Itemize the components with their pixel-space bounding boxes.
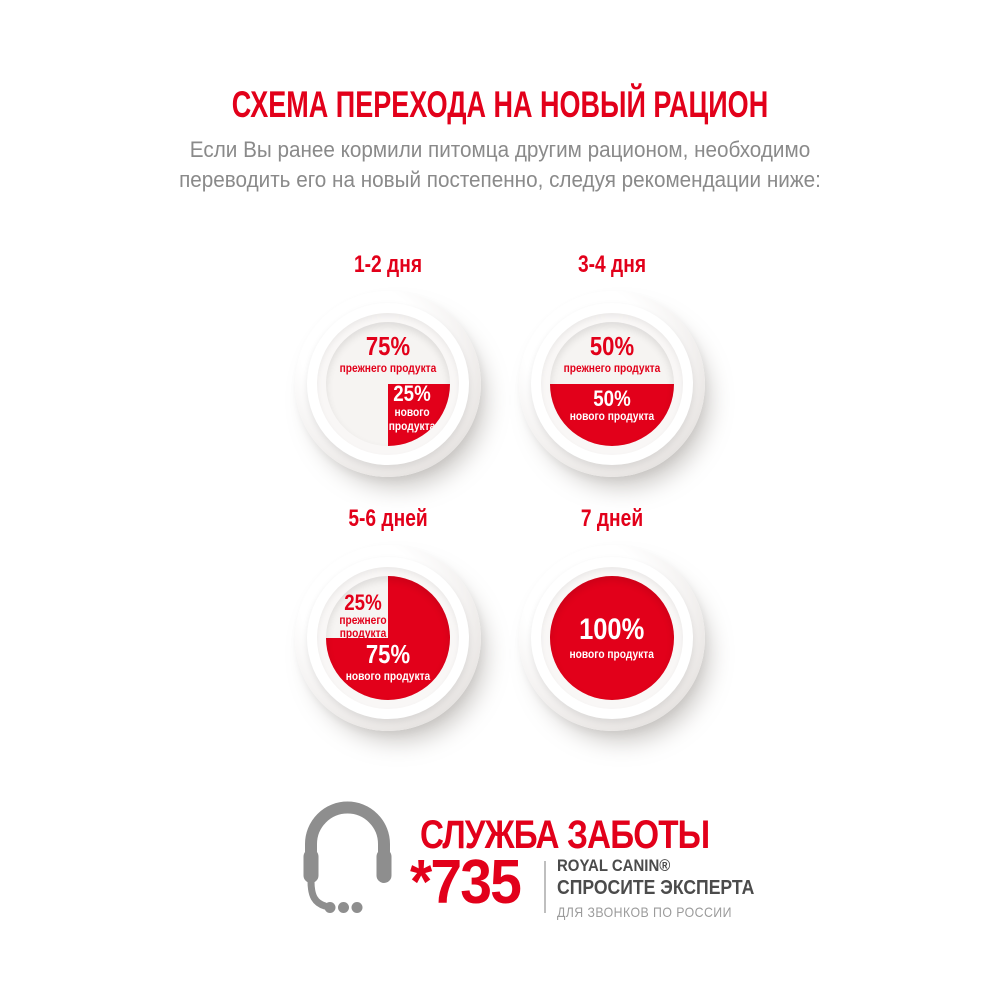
bowl-3-label: 5-6 дней <box>348 505 428 532</box>
bowl-1-rim: 75% прежнего продукта 25% нового продукт… <box>307 303 469 465</box>
bowl-1-new-label-1: нового <box>394 404 430 419</box>
bowl-2-old-share: 50% прежнего продукта <box>559 333 664 376</box>
brand-note: ДЛЯ ЗВОНКОВ ПО РОССИИ <box>557 904 732 921</box>
bowl-1-old-pct: 75% <box>365 331 411 361</box>
brand-block: ROYAL CANIN® СПРОСИТЕ ЭКСПЕРТА ДЛЯ ЗВОНК… <box>557 856 754 921</box>
bowl-2: 50% прежнего продукта 50% нового продукт… <box>519 291 705 477</box>
phone-number: *735 <box>410 848 522 917</box>
bowl-3-old-label-2: продукта <box>339 626 387 640</box>
bowl-4-groove: 100% нового продукта <box>541 567 683 709</box>
bowl-2-label: 3-4 дня <box>577 251 647 278</box>
bowl-3-new-pct: 75% <box>365 639 411 669</box>
bowl-2-new-share: 50% нового продукта <box>559 384 664 423</box>
bowl-3-new-share: 75% нового продукта <box>335 638 440 684</box>
bowl-2-new-pct: 50% <box>593 386 631 411</box>
bowl-4-new-label: нового продукта <box>569 646 655 661</box>
care-service-title: СЛУЖБА ЗАБОТЫ <box>420 813 710 857</box>
bowl-2-groove: 50% прежнего продукта 50% нового продукт… <box>541 313 683 455</box>
bowl-4-label: 7 дней <box>580 505 644 532</box>
bowl-4-pie-chart: 100% нового продукта <box>550 576 674 700</box>
footer-divider <box>544 861 546 913</box>
bowl-3-old-label-1: прежнего <box>339 612 387 627</box>
bowl-3: 25% прежнего продукта 75% нового продукт… <box>295 545 481 731</box>
bowl-3-new-label: нового продукта <box>345 669 431 683</box>
brand-name: ROYAL CANIN® <box>557 856 671 875</box>
bowl-1: 75% прежнего продукта 25% нового продукт… <box>295 291 481 477</box>
bowl-3-pie-chart: 25% прежнего продукта 75% нового продукт… <box>326 576 450 700</box>
bowl-1-old-share: 75% прежнего продукта <box>335 333 440 376</box>
bowl-2-pie-chart: 50% прежнего продукта 50% нового продукт… <box>550 322 674 446</box>
bowl-2-rim: 50% прежнего продукта 50% нового продукт… <box>531 303 693 465</box>
headset-icon <box>303 801 392 913</box>
bowl-4-rim: 100% нового продукта <box>531 557 693 719</box>
bowl-2-old-label: прежнего продукта <box>563 361 661 375</box>
bowl-4-new-pct: 100% <box>579 612 645 646</box>
bowl-1-groove: 75% прежнего продукта 25% нового продукт… <box>317 313 459 455</box>
subtitle-line-2: переводить его на новый постепенно, след… <box>179 167 821 192</box>
bowl-1-new-share: 25% нового продукта <box>386 377 439 439</box>
bowl-1-label: 1-2 дня <box>353 251 423 278</box>
bowl-3-old-pct: 25% <box>344 589 382 615</box>
bowl-2-new-label: нового продукта <box>569 409 655 423</box>
bowl-4-new-share: 100% нового продукта <box>569 612 655 662</box>
bowl-3-groove: 25% прежнего продукта 75% нового продукт… <box>317 567 459 709</box>
page-subtitle: Если Вы ранее кормили питомца другим рац… <box>30 135 970 195</box>
bowl-4: 100% нового продукта <box>519 545 705 731</box>
page-title: СХЕМА ПЕРЕХОДА НА НОВЫЙ РАЦИОН <box>231 84 769 125</box>
bowl-1-old-label: прежнего продукта <box>339 361 437 375</box>
bowl-3-rim: 25% прежнего продукта 75% нового продукт… <box>307 557 469 719</box>
bowl-1-new-label-2: продукта <box>388 419 436 433</box>
bowl-1-pie-chart: 75% прежнего продукта 25% нового продукт… <box>326 322 450 446</box>
bowl-2-old-pct: 50% <box>589 331 635 361</box>
subtitle-line-1: Если Вы ранее кормили питомца другим рац… <box>189 137 811 162</box>
brand-tagline: СПРОСИТЕ ЭКСПЕРТА <box>557 877 755 900</box>
bowl-3-old-share: 25% прежнего продукта <box>337 585 390 647</box>
bowl-1-new-pct: 25% <box>393 380 431 406</box>
